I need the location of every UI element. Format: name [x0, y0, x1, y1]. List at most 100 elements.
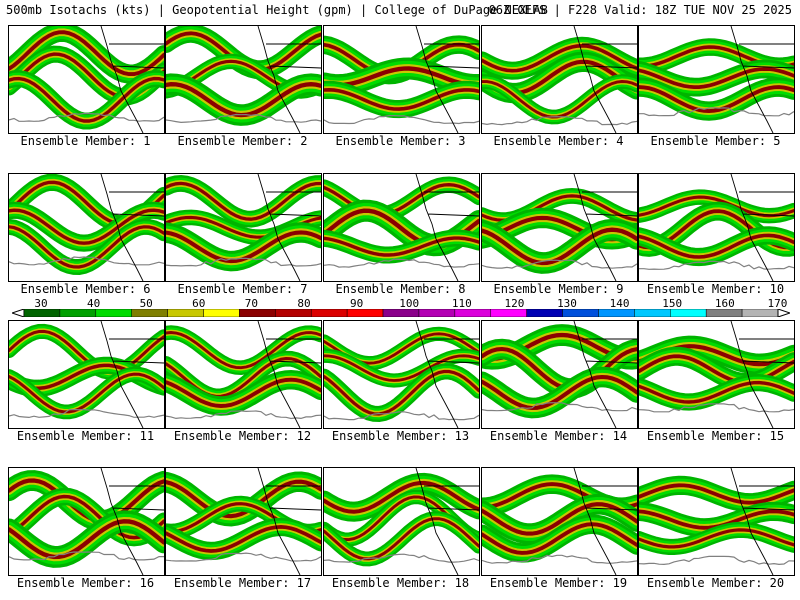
colorbar-tick-label: 40: [86, 297, 101, 310]
ensemble-member-panel: [638, 173, 795, 282]
height-contour: [639, 260, 794, 270]
colorbar-segment: [741, 309, 779, 317]
jet-band: [324, 369, 479, 416]
colorbar-tick-label: 170: [767, 297, 788, 310]
map-title: 500mb Isotachs (kts) | Geopotential Heig…: [6, 3, 548, 17]
coastline: [730, 174, 794, 281]
coastline: [730, 321, 794, 428]
colorbar-segment: [203, 309, 240, 317]
jet-band: [9, 76, 164, 123]
coastline: [573, 174, 637, 281]
colorbar-segment: [239, 309, 276, 317]
jet-band: [639, 483, 794, 505]
member-label: Ensemble Member: 8: [335, 282, 466, 296]
member-label: Ensemble Member: 16: [16, 576, 155, 590]
colorbar-segment: [346, 309, 384, 317]
jet-band: [482, 43, 637, 73]
colorbar-segment: [167, 309, 204, 317]
height-contour: [482, 402, 637, 412]
coastline: [730, 468, 794, 575]
height-contour: [639, 403, 794, 413]
member-label: Ensemble Member: 2: [177, 134, 308, 148]
coastline: [415, 174, 479, 281]
colorbar-segment: [670, 309, 707, 317]
jet-stream-map: [324, 468, 479, 575]
colorbar-tick-label: 70: [244, 297, 259, 310]
ensemble-member-panel: [165, 25, 322, 134]
jet-band: [324, 480, 479, 514]
colorbar-tick-label: 90: [349, 297, 364, 310]
coastline: [415, 321, 479, 428]
member-label: Ensemble Member: 11: [16, 429, 155, 443]
height-contour: [482, 116, 637, 126]
colorbar-tick-label: 150: [662, 297, 683, 310]
jet-band: [482, 374, 637, 411]
colorbar-tick-label: 110: [451, 297, 472, 310]
coastline: [573, 26, 637, 133]
jet-band: [9, 225, 164, 269]
coastline: [257, 26, 321, 133]
colorbar-tick-label: 80: [297, 297, 311, 310]
ensemble-member-panel: [8, 320, 165, 429]
jet-stream-map: [166, 26, 321, 133]
colorbar-segment: [95, 309, 132, 317]
height-contour: [166, 257, 321, 267]
jet-band: [9, 208, 164, 245]
coastline: [100, 321, 164, 428]
jet-stream-map: [9, 174, 164, 281]
ensemble-member-panel: [8, 173, 165, 282]
height-contour: [166, 113, 321, 124]
jet-stream-map: [482, 321, 637, 428]
ensemble-member-panel: [165, 467, 322, 576]
colorbar-tick-label: 50: [139, 297, 153, 310]
colorbar-segment: [562, 309, 599, 317]
coastline: [257, 468, 321, 575]
jet-band: [639, 233, 794, 259]
member-label: Ensemble Member: 12: [173, 429, 312, 443]
coastline: [257, 174, 321, 281]
jet-stream-map: [324, 174, 479, 281]
ensemble-member-panel: [481, 25, 638, 134]
coastline: [100, 468, 164, 575]
ensemble-member-panel: [165, 320, 322, 429]
ensemble-member-panel: [638, 25, 795, 134]
jet-stream-map: [482, 174, 637, 281]
member-label: Ensemble Member: 4: [493, 134, 624, 148]
jet-band: [324, 354, 479, 382]
jet-band: [482, 522, 637, 555]
jet-band: [9, 519, 164, 560]
colorbar-tick-label: 140: [609, 297, 630, 310]
ensemble-member-panel: [165, 173, 322, 282]
height-contour: [9, 256, 164, 266]
colorbar-segment: [23, 309, 61, 317]
height-contour: [639, 555, 794, 566]
member-label: Ensemble Member: 6: [20, 282, 151, 296]
colorbar-segment: [454, 309, 492, 317]
jet-stream-map: [639, 174, 794, 281]
jet-band: [639, 380, 794, 404]
member-label: Ensemble Member: 1: [20, 134, 151, 148]
colorbar-segment: [275, 309, 312, 317]
coastline: [415, 26, 479, 133]
jet-stream-map: [9, 26, 164, 133]
member-label: Ensemble Member: 9: [493, 282, 624, 296]
jet-stream-map: [482, 468, 637, 575]
height-contour: [639, 107, 794, 117]
height-contour: [166, 410, 321, 420]
jet-stream-map: [639, 26, 794, 133]
colorbar-arrow-left: [12, 309, 25, 317]
member-label: Ensemble Member: 18: [331, 576, 470, 590]
jet-band: [166, 181, 321, 221]
jet-band: [166, 525, 321, 553]
isotach-colorbar: [12, 309, 790, 317]
ensemble-member-panel: [323, 173, 480, 282]
colorbar-tick-label: 120: [504, 297, 525, 310]
colorbar-segment: [526, 309, 563, 317]
jet-stream-map: [639, 321, 794, 428]
jet-band: [166, 331, 321, 370]
member-label: Ensemble Member: 13: [331, 429, 470, 443]
jet-band: [639, 195, 794, 218]
coastline: [415, 468, 479, 575]
jet-stream-map: [324, 321, 479, 428]
height-contour: [166, 552, 321, 562]
